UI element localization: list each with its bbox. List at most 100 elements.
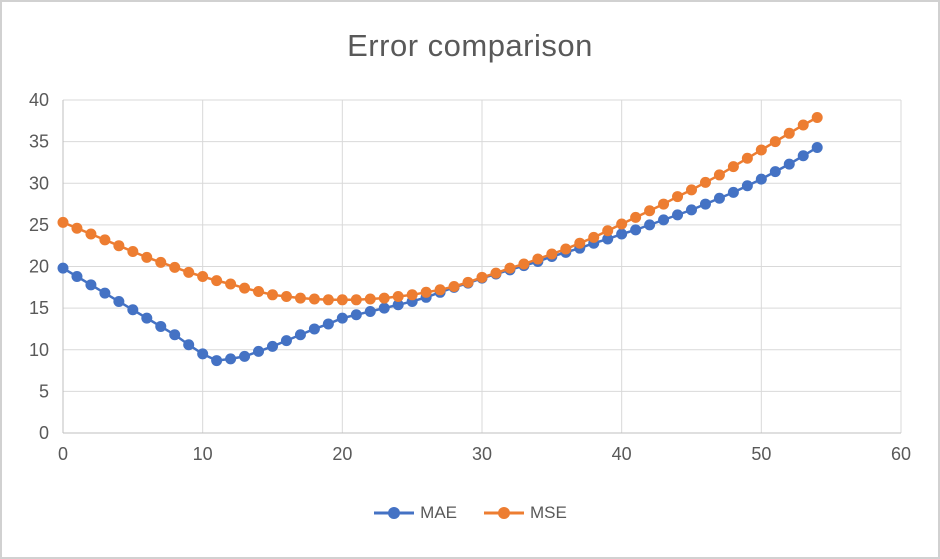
- data-point-mse[interactable]: [532, 253, 544, 265]
- data-point-mse[interactable]: [71, 222, 83, 234]
- data-point-mse[interactable]: [364, 293, 376, 305]
- data-point-mae[interactable]: [155, 320, 167, 332]
- data-point-mae[interactable]: [57, 262, 69, 274]
- data-point-mse[interactable]: [518, 258, 530, 270]
- legend-item-mse[interactable]: MSE: [483, 503, 567, 523]
- data-point-mse[interactable]: [560, 243, 572, 255]
- data-point-mae[interactable]: [783, 158, 795, 170]
- data-point-mse[interactable]: [239, 282, 251, 294]
- data-point-mse[interactable]: [99, 234, 111, 246]
- data-point-mse[interactable]: [183, 266, 195, 278]
- data-point-mse[interactable]: [630, 211, 642, 223]
- data-point-mse[interactable]: [392, 290, 404, 302]
- data-point-mse[interactable]: [448, 280, 460, 292]
- data-point-mae[interactable]: [602, 233, 614, 245]
- data-point-mae[interactable]: [308, 323, 320, 335]
- data-point-mse[interactable]: [672, 191, 684, 203]
- legend-item-mae[interactable]: MAE: [373, 503, 457, 523]
- data-point-mae[interactable]: [197, 348, 209, 360]
- data-point-mae[interactable]: [169, 329, 181, 341]
- data-point-mae[interactable]: [364, 305, 376, 317]
- data-point-mae[interactable]: [644, 219, 656, 231]
- data-point-mse[interactable]: [574, 237, 586, 249]
- data-point-mae[interactable]: [392, 299, 404, 311]
- data-point-mse[interactable]: [602, 225, 614, 237]
- data-point-mae[interactable]: [378, 302, 390, 314]
- data-point-mae[interactable]: [239, 350, 251, 362]
- data-point-mae[interactable]: [658, 214, 670, 226]
- data-point-mae[interactable]: [280, 335, 292, 347]
- data-point-mse[interactable]: [420, 286, 432, 298]
- data-point-mae[interactable]: [71, 270, 83, 282]
- data-point-mae[interactable]: [713, 192, 725, 204]
- data-point-mse[interactable]: [225, 278, 237, 290]
- data-point-mae[interactable]: [741, 180, 753, 192]
- data-point-mse[interactable]: [476, 271, 488, 283]
- data-point-mse[interactable]: [267, 289, 278, 301]
- data-point-mae[interactable]: [630, 224, 642, 236]
- data-point-mse[interactable]: [294, 292, 306, 304]
- chart-title[interactable]: Error comparison: [347, 28, 593, 63]
- data-point-mse[interactable]: [616, 218, 628, 230]
- data-point-mse[interactable]: [197, 270, 209, 282]
- data-point-mse[interactable]: [490, 267, 502, 279]
- data-point-mae[interactable]: [267, 340, 278, 352]
- data-point-mae[interactable]: [127, 304, 139, 316]
- data-point-mse[interactable]: [169, 261, 181, 273]
- data-point-mse[interactable]: [280, 290, 292, 302]
- data-point-mse[interactable]: [127, 246, 139, 258]
- data-point-mse[interactable]: [783, 127, 795, 139]
- data-point-mse[interactable]: [211, 275, 223, 287]
- data-point-mse[interactable]: [713, 169, 725, 181]
- data-point-mse[interactable]: [350, 294, 362, 306]
- data-point-mse[interactable]: [727, 161, 739, 173]
- data-point-mae[interactable]: [99, 287, 111, 299]
- data-point-mse[interactable]: [741, 152, 753, 164]
- data-point-mse[interactable]: [504, 262, 516, 274]
- data-point-mae[interactable]: [253, 345, 265, 357]
- data-point-mse[interactable]: [141, 251, 153, 263]
- data-point-mae[interactable]: [686, 204, 697, 216]
- data-point-mse[interactable]: [588, 231, 600, 243]
- data-point-mae[interactable]: [225, 353, 237, 365]
- data-point-mae[interactable]: [350, 309, 362, 321]
- data-point-mse[interactable]: [308, 293, 320, 305]
- data-point-mse[interactable]: [658, 198, 670, 210]
- data-point-mae[interactable]: [755, 173, 767, 185]
- data-point-mae[interactable]: [336, 312, 348, 324]
- data-point-mae[interactable]: [769, 166, 781, 178]
- data-point-mse[interactable]: [113, 240, 125, 252]
- data-point-mae[interactable]: [113, 295, 125, 307]
- data-point-mse[interactable]: [57, 216, 69, 228]
- data-point-mse[interactable]: [811, 111, 823, 123]
- data-point-mae[interactable]: [797, 150, 809, 162]
- data-point-mae[interactable]: [727, 186, 739, 198]
- data-point-mse[interactable]: [253, 285, 265, 297]
- data-point-mse[interactable]: [686, 184, 697, 196]
- data-point-mse[interactable]: [755, 144, 767, 156]
- data-point-mae[interactable]: [811, 141, 823, 153]
- data-point-mse[interactable]: [546, 248, 558, 260]
- data-point-mae[interactable]: [183, 339, 195, 351]
- data-point-mae[interactable]: [699, 198, 711, 210]
- data-point-mse[interactable]: [769, 136, 781, 148]
- data-point-mse[interactable]: [462, 276, 474, 288]
- data-point-mse[interactable]: [797, 119, 809, 131]
- data-point-mse[interactable]: [378, 292, 390, 304]
- data-point-mse[interactable]: [434, 284, 446, 296]
- data-point-mse[interactable]: [336, 294, 348, 306]
- data-point-mae[interactable]: [85, 279, 97, 291]
- data-point-mae[interactable]: [672, 209, 684, 221]
- data-point-mse[interactable]: [644, 205, 656, 217]
- data-point-mse[interactable]: [406, 289, 418, 301]
- data-point-mae[interactable]: [616, 228, 628, 240]
- data-point-mse[interactable]: [699, 176, 711, 188]
- data-point-mae[interactable]: [211, 355, 223, 367]
- data-point-mae[interactable]: [141, 312, 153, 324]
- data-point-mse[interactable]: [322, 294, 334, 306]
- data-point-mse[interactable]: [155, 256, 167, 268]
- data-point-mae[interactable]: [322, 318, 334, 330]
- data-point-mae[interactable]: [294, 329, 306, 341]
- data-point-mse[interactable]: [85, 228, 97, 240]
